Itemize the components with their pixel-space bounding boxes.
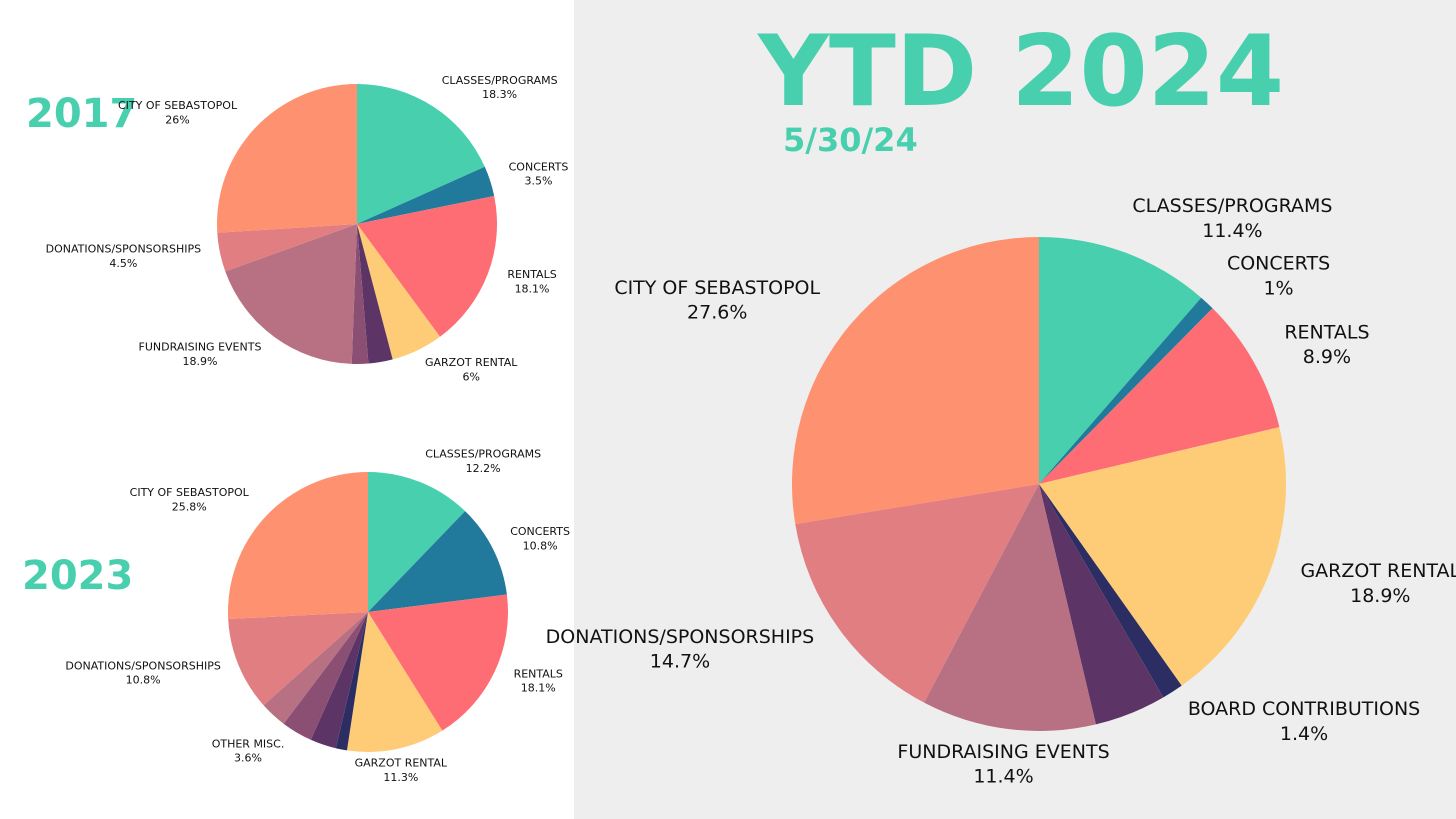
pie-slice [1039,427,1287,686]
slice-value-label: 11.3% [383,771,418,784]
slice-label: FUNDRAISING EVENTS [897,741,1109,763]
pie-slice [357,166,495,224]
pie-slice [217,84,357,233]
pie-slice [357,224,440,360]
pie-slice [368,594,508,731]
slice-value-label: 18.3% [482,88,517,101]
chart-title: YTD 2024 [757,15,1284,129]
slice-value-label: 1.4% [1280,723,1328,745]
slice-value-label: 11.4% [1202,220,1262,242]
slice-label: FUNDRAISING EVENTS [139,341,262,354]
slice-label: CITY OF SEBASTOPOL [130,486,250,499]
slice-label: CONCERTS [509,160,569,173]
slice-value-label: 25.8% [172,501,207,514]
slice-label: RENTALS [1284,321,1369,343]
slice-value-label: 4.5% [109,257,137,270]
slice-label: GARZOT RENTAL [1300,560,1456,582]
slice-value-label: 18.9% [1350,585,1410,607]
pie-slice [227,472,368,620]
chart-subtitle: 5/30/24 [783,121,918,159]
pie-slice [335,612,368,751]
pie-slice [346,612,443,753]
pie-slice [310,612,368,749]
slice-label: DONATIONS/SPONSORSHIPS [546,626,815,648]
slice-value-label: 12.2% [466,462,501,475]
pie-slice [1039,484,1182,698]
slice-value-label: 18.9% [183,355,218,368]
slice-value-label: 1% [1263,277,1293,299]
slice-value-label: 6% [462,370,479,383]
slice-value-label: 3.6% [234,752,262,765]
slice-value-label: 14.7% [650,650,710,672]
slice-label: GARZOT RENTAL [425,356,518,369]
slice-label: CLASSES/PROGRAMS [1132,195,1332,217]
slice-value-label: 11.4% [973,766,1033,788]
slice-label: GARZOT RENTAL [355,756,448,769]
pie-slice [351,224,369,364]
slice-label: CLASSES/PROGRAMS [425,448,541,461]
slice-label: DONATIONS/SPONSORSHIPS [65,659,220,672]
pie-slice [357,196,497,337]
chart-title: 2017 [26,91,137,137]
slice-value-label: 10.8% [523,540,558,553]
slice-label: BOARD CONTRIBUTIONS [1188,698,1420,720]
pie-slice [924,484,1096,731]
pie-slice [1039,308,1280,484]
pie-slice [368,511,507,612]
chart-title: 2023 [22,553,133,599]
pie-slice [795,484,1039,703]
slice-label: RENTALS [514,667,563,680]
slice-label: CONCERTS [1227,253,1330,275]
slice-value-label: 18.1% [521,682,556,695]
pie-slice [283,612,368,740]
slice-value-label: 27.6% [687,302,747,324]
slice-label: CLASSES/PROGRAMS [442,74,558,87]
pie-slice [357,84,485,224]
slice-value-label: 10.8% [126,674,161,687]
slice-label: CONCERTS [510,525,570,538]
pie-slice [1039,237,1202,484]
slice-label: OTHER MISC. [212,737,285,750]
slice-label: CITY OF SEBASTOPOL [118,99,238,112]
slice-label: CITY OF SEBASTOPOL [614,277,820,299]
slice-value-label: 26% [165,113,189,126]
slice-label: DONATIONS/SPONSORSHIPS [46,243,201,256]
pie-slice [217,224,357,272]
slice-value-label: 8.9% [1303,346,1351,368]
pie-slice [1039,297,1213,484]
pie-slice [791,237,1039,525]
slice-label: RENTALS [507,268,556,281]
slice-value-label: 3.5% [525,175,553,188]
pie-slice [228,612,368,706]
pie-slice [225,224,357,364]
slice-value-label: 18.1% [515,282,550,295]
pie-slice [368,472,466,612]
pie-slice [263,612,368,724]
pie-slice [1039,484,1164,725]
pie-slice [357,224,393,364]
